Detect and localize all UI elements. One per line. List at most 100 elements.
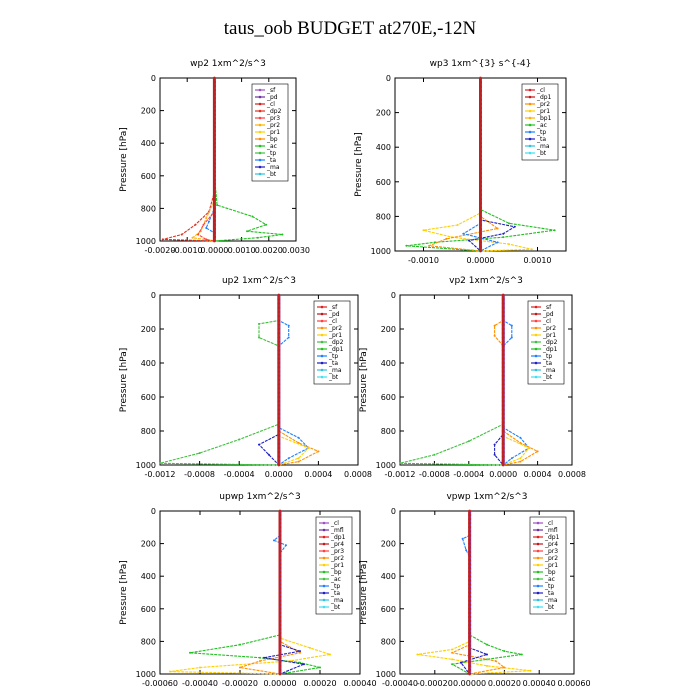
- data-point: [213, 109, 216, 112]
- data-point: [433, 241, 436, 244]
- data-point: [317, 450, 320, 453]
- legend-entry: _ma: [536, 143, 550, 150]
- legend-entry: _ma: [544, 597, 558, 604]
- data-point: [213, 190, 216, 194]
- data-point: [468, 599, 471, 603]
- legend-entry: _bt: [328, 374, 339, 381]
- legend-entry: _ta: [266, 157, 276, 164]
- x-tick-label: 0.0000: [467, 256, 495, 265]
- data-point: [468, 554, 471, 558]
- data-point: [468, 517, 471, 521]
- x-tick-label: -0.0020: [145, 246, 176, 255]
- legend-entry: _ta: [330, 590, 340, 597]
- y-tick-label: 400: [381, 572, 396, 581]
- data-point: [278, 517, 282, 521]
- data-point: [277, 416, 281, 420]
- data-point: [277, 425, 281, 429]
- data-point: [278, 644, 282, 647]
- data-point: [479, 215, 482, 218]
- legend-marker: [320, 305, 324, 309]
- data-point: [501, 442, 505, 446]
- data-point: [277, 429, 281, 433]
- data-point: [451, 658, 454, 661]
- data-point: [239, 666, 241, 669]
- data-point: [277, 438, 281, 441]
- data-point: [277, 361, 281, 365]
- data-point: [258, 322, 260, 325]
- legend-marker: [536, 535, 540, 539]
- data-point: [519, 457, 522, 460]
- data-point: [501, 336, 505, 339]
- y-tick-label: 400: [141, 139, 156, 148]
- data-point: [277, 353, 281, 356]
- data-point: [205, 238, 208, 241]
- x-tick-label: -0.00060: [142, 679, 178, 688]
- data-point: [479, 245, 482, 249]
- legend-entry: _bt: [330, 604, 341, 611]
- legend-marker: [320, 361, 324, 365]
- data-point: [501, 344, 505, 348]
- data-point: [277, 421, 281, 424]
- data-point: [277, 399, 281, 403]
- data-point: [277, 446, 281, 450]
- y-tick-label: 400: [381, 359, 396, 368]
- data-point: [213, 215, 216, 218]
- data-point: [213, 96, 216, 100]
- legend-marker: [322, 598, 326, 602]
- legend-marker: [536, 549, 540, 553]
- series-line-pr1: [169, 511, 331, 675]
- y-tick-label: 600: [381, 605, 396, 614]
- y-tick-label: 600: [381, 393, 396, 402]
- legend-entry: _pd: [266, 94, 278, 101]
- data-point: [479, 232, 482, 236]
- legend-marker: [528, 144, 532, 148]
- y-tick-label: 200: [381, 540, 396, 549]
- legend-entry: _bp: [544, 569, 556, 576]
- series-line-bp: [189, 511, 321, 675]
- data-point: [277, 314, 281, 318]
- series-line-dp2: [159, 295, 280, 466]
- legend-entry: _ta: [536, 136, 546, 143]
- data-point: [213, 105, 216, 108]
- data-point: [278, 542, 282, 545]
- legend-marker: [534, 368, 538, 372]
- data-point: [479, 227, 482, 231]
- data-point: [479, 111, 482, 114]
- data-point: [213, 101, 216, 104]
- legend-entry: _pr1: [330, 562, 344, 569]
- data-point: [277, 408, 281, 412]
- data-point: [213, 113, 216, 117]
- data-point: [278, 660, 282, 664]
- data-point: [277, 374, 281, 378]
- legend-marker: [528, 116, 532, 120]
- data-point: [501, 382, 505, 386]
- legend-entry: _bt: [544, 604, 555, 611]
- data-point: [281, 233, 284, 236]
- data-point: [213, 235, 216, 239]
- y-tick-label: 400: [376, 143, 391, 152]
- data-point: [278, 640, 282, 643]
- legend-marker: [258, 151, 262, 155]
- data-point: [277, 455, 281, 458]
- data-point: [287, 336, 290, 339]
- panel-4: vp2 1xm^2/s^3 Pressure [hPa] 0 200 400 600 800…: [359, 276, 586, 479]
- x-tick-label: -0.00020: [222, 679, 258, 688]
- x-tick-label: 0.0010: [228, 246, 256, 255]
- data-point: [278, 648, 282, 651]
- data-point: [277, 459, 281, 463]
- legend-entry: _pr3: [266, 115, 280, 122]
- legend-entry: _ma: [266, 164, 280, 171]
- data-point: [510, 457, 513, 460]
- data-point: [501, 391, 505, 395]
- data-point: [502, 232, 505, 235]
- data-point: [501, 331, 505, 335]
- data-point: [213, 231, 216, 235]
- data-point: [278, 566, 282, 570]
- data-point: [194, 223, 197, 226]
- data-point: [213, 92, 216, 96]
- data-point: [479, 85, 482, 89]
- series-line-ta: [459, 511, 489, 675]
- legend-entry: _bt: [542, 374, 553, 381]
- data-point: [451, 648, 454, 651]
